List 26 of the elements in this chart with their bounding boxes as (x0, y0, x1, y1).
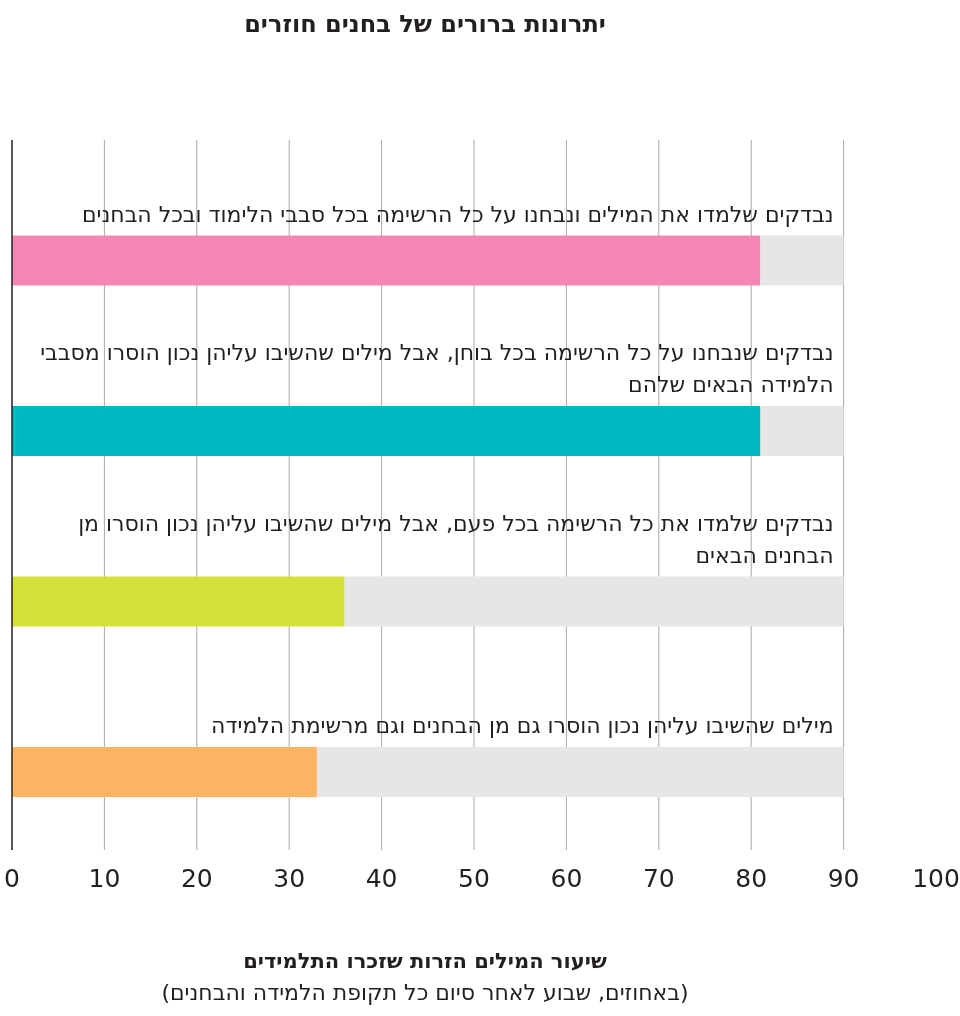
x-tick-label: 10 (88, 864, 121, 893)
x-axis-title: שיעור המילים הזרות שזכרו התלמידים (243, 949, 607, 973)
text: (באחוזים, שבוע לאחר סיום כל תקופת הלמידה והבחנים) (161, 980, 689, 1005)
x-tick-label: 60 (550, 864, 583, 893)
x-tick-label: 40 (365, 864, 398, 893)
bar (316, 747, 844, 797)
bar (12, 235, 761, 286)
y-tick-label: נבדקים שלמדו את כל הרשימה בכל פעם, אבל מילים שהשיבו עליהן נכון הוסרו מן הבחנים הבאים (78, 510, 834, 568)
x-tick-label: 30 (273, 864, 306, 893)
y-tick-label: נבדקים שנבחנו על כל הרשימה בכל בוחן, אבל מילים שהשיבו עליהן נכון הוסרו מסבבי הלמידה הבאים שלהם (40, 340, 834, 397)
chart-title: יתרונות ברורים של בחנים חוזרים (244, 10, 606, 38)
x-tick-label: 100 (912, 864, 960, 893)
x-tick-label: 70 (642, 864, 675, 893)
bar (344, 576, 844, 627)
x-tick-label: 90 (827, 864, 860, 893)
bar (760, 235, 844, 286)
x-tick-label: 80 (735, 864, 768, 893)
y-tick-label: מילים שהשיבו עליהן נכון הוסרו גם מן הבחנים וגם מרשימת הלמידה (211, 713, 834, 738)
bar (760, 406, 844, 456)
bar (12, 747, 317, 797)
bar (12, 406, 761, 456)
y-tick-label: נבדקים שלמדו את המילים ונבחנו על כל הרשימה בכל סבבי הלימוד ובכל הבחנים (81, 201, 834, 227)
x-tick-label: 20 (180, 864, 213, 893)
x-tick-label: 50 (458, 864, 490, 893)
bar (12, 576, 345, 627)
x-tick-label: 0 (4, 864, 20, 893)
